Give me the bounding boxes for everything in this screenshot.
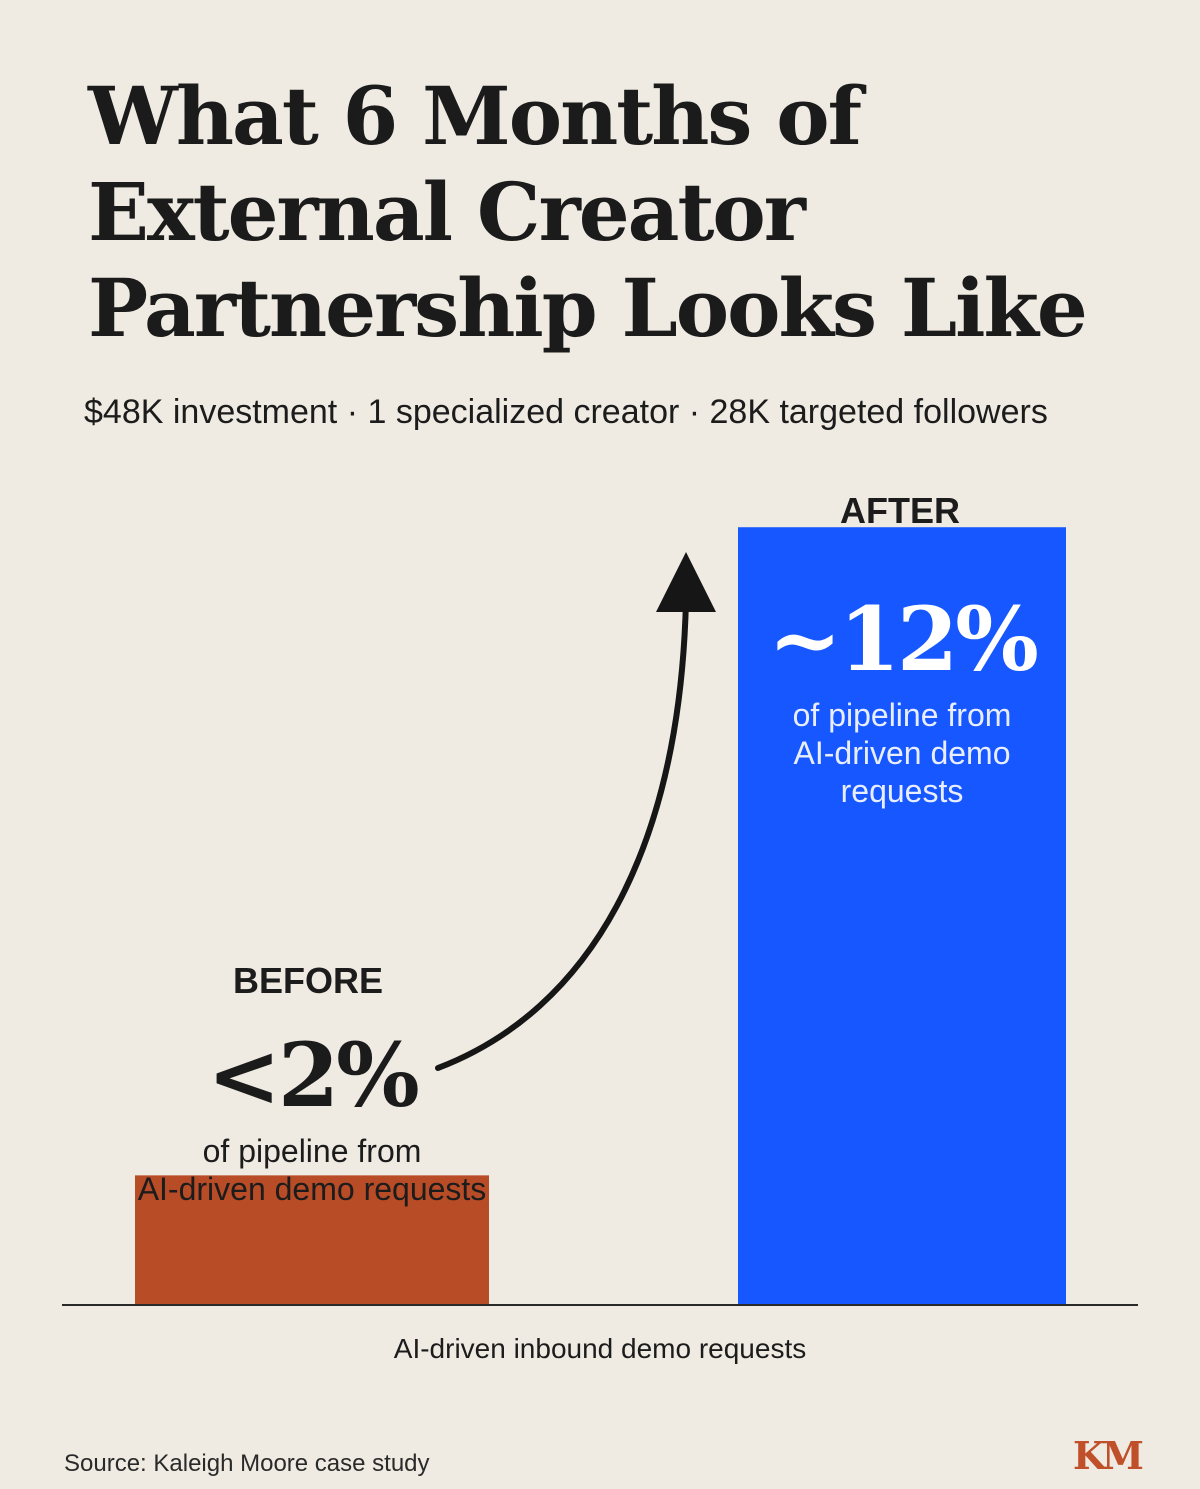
growth-arrow bbox=[435, 597, 689, 1071]
bar-after bbox=[738, 527, 1066, 1305]
chart-subtitle: $48K investment · 1 specialized creator … bbox=[84, 393, 1048, 431]
chart-title: What 6 Months of External Creator Partne… bbox=[88, 68, 1148, 356]
description-after-line-2: AI-driven demo bbox=[794, 735, 1011, 771]
description-before-line-1: of pipeline from bbox=[203, 1133, 422, 1169]
title-line-1: What 6 Months of bbox=[88, 69, 862, 163]
value-label-after: ~12% bbox=[768, 587, 1037, 691]
km-logo: KM bbox=[1072, 1433, 1144, 1478]
title-line-3: Partnership Looks Like bbox=[88, 261, 1088, 355]
description-before-line-2: AI-driven demo requests bbox=[138, 1171, 487, 1207]
category-label-after: AFTER bbox=[840, 490, 960, 531]
source-note: Source: Kaleigh Moore case study bbox=[64, 1450, 430, 1477]
x-axis-label: AI-driven inbound demo requests bbox=[394, 1333, 806, 1364]
growth-arrowhead-icon bbox=[656, 552, 716, 612]
description-after-line-3: requests bbox=[841, 773, 964, 809]
bar-before bbox=[135, 1175, 489, 1305]
title-line-2: External Creator bbox=[88, 165, 806, 259]
value-label-before: <2% bbox=[207, 1023, 418, 1127]
category-label-before: BEFORE bbox=[233, 960, 383, 1001]
description-after-line-1: of pipeline from bbox=[793, 697, 1012, 733]
